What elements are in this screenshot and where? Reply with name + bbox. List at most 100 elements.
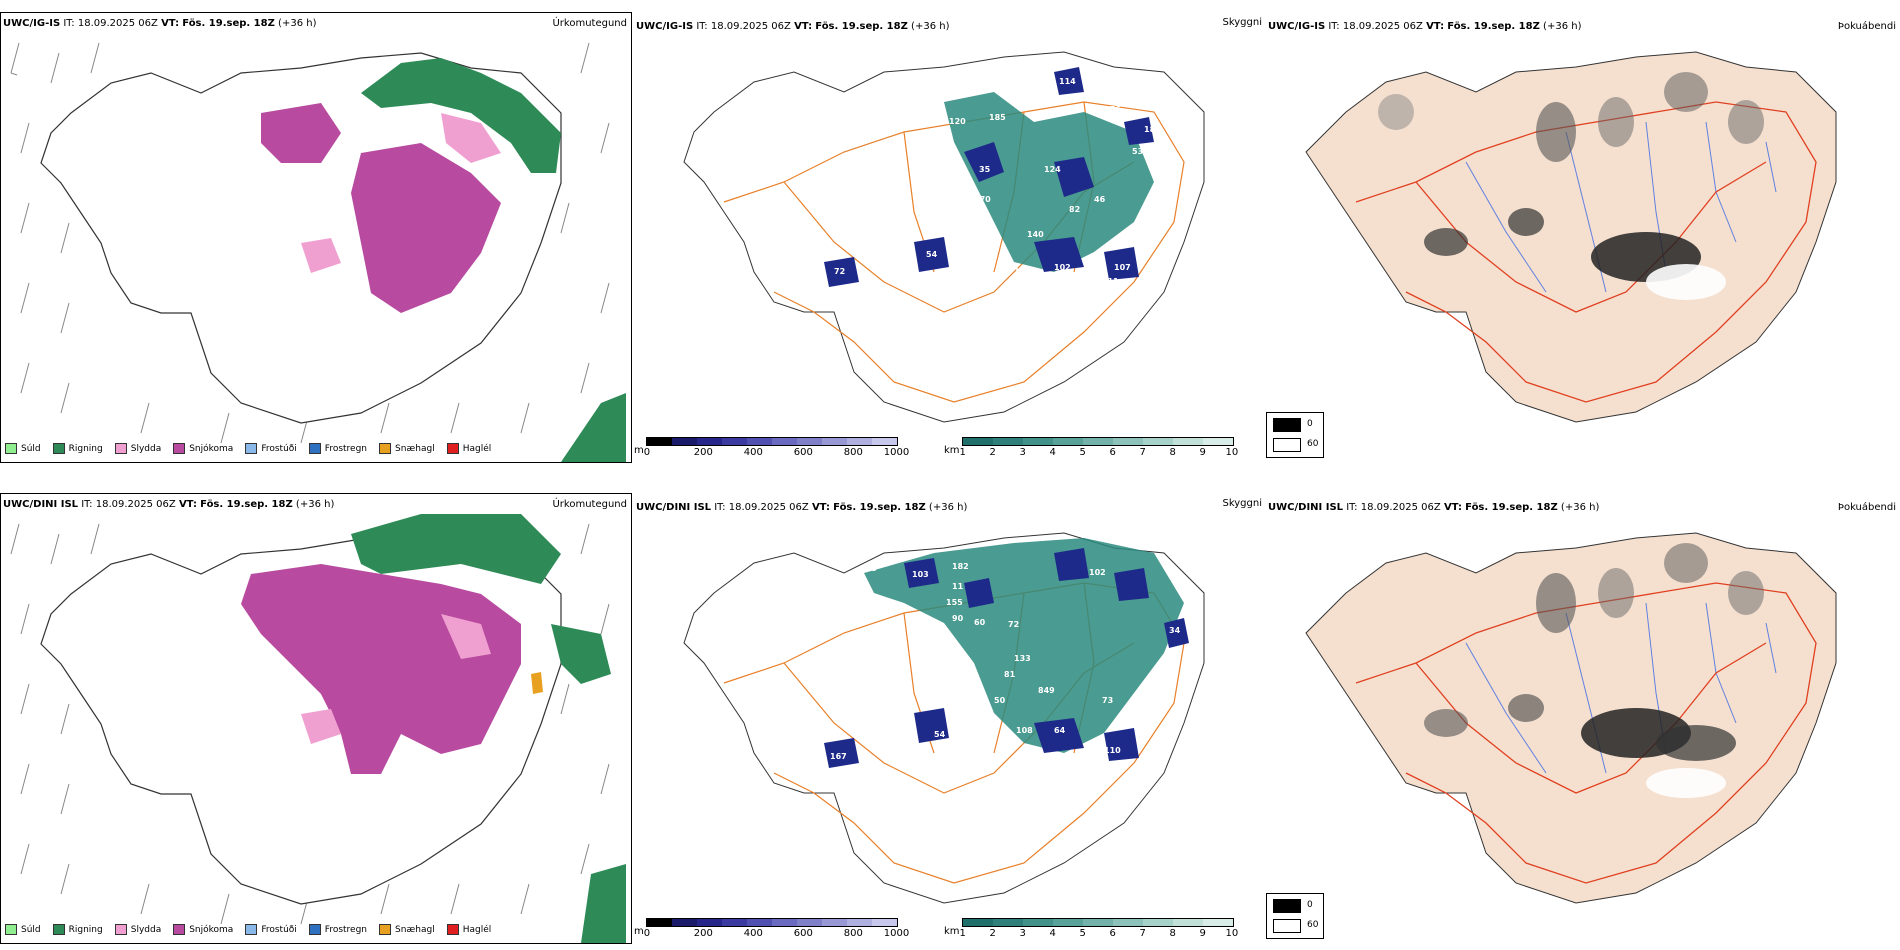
marker: 62 [866, 614, 877, 623]
legend-item: Rigning [52, 443, 103, 454]
marker: 110 [1104, 746, 1121, 755]
precip-map [10, 514, 626, 943]
marker: 34 [1169, 626, 1181, 635]
visibility-area [864, 538, 1184, 753]
rain-area-offshore [561, 393, 626, 462]
iceland-land [1305, 532, 1837, 904]
marker: 433 [1144, 706, 1161, 715]
marker: 111 [1102, 277, 1119, 286]
colorbar-cells [645, 918, 898, 927]
colorbar-unit: m [634, 445, 644, 456]
marker: 103 [912, 570, 929, 579]
marker: 102 [1054, 263, 1071, 272]
fog-title: Þokuábendi [1837, 502, 1896, 513]
fog-swatch-light [1273, 438, 1301, 452]
marker: 150 [1082, 754, 1099, 763]
panel-title: UWC/IG-IS IT: 18.09.2025 06Z VT: Fös. 19… [3, 18, 317, 29]
marker: 185 [989, 113, 1006, 122]
colorbar-tick: 1000 [883, 928, 910, 939]
fog-map [1305, 51, 1837, 423]
cloud-panel-row2: UWC/DINI ISL IT: 18.09.2025 06Z VT: Fös.… [634, 493, 1324, 944]
precip-panel-row2: UWC/DINI ISL IT: 18.09.2025 06Z VT: Fös.… [0, 493, 632, 944]
colorbar-cells [961, 918, 1234, 927]
marker: 133 [1014, 654, 1031, 663]
cloud-base-markers: 114 360 276 187 120 185 81 53 15 35 124 … [834, 77, 1166, 286]
marker: 63 [999, 257, 1010, 266]
marker: 64 [1054, 726, 1066, 735]
marker: 15 [934, 153, 946, 162]
marker: 182 [952, 562, 969, 571]
marker: 35 [979, 165, 991, 174]
snow-area [261, 103, 501, 313]
precip-panel-row1: UWC/IG-IS IT: 18.09.2025 06Z VT: Fös. 19… [0, 12, 632, 463]
precip-type-title: Úrkomutegund [552, 499, 627, 510]
legend-item: Snæhagl [379, 443, 435, 454]
marker: 570 [974, 195, 991, 204]
fog-legend-value: 60 [1307, 920, 1319, 930]
visibility-colorbar: km 1 2 3 4 5 6 7 8 9 10 [944, 918, 1238, 939]
fog-legend-box: 0 60 [1266, 893, 1324, 939]
colorbar-tick: 1 [959, 928, 966, 939]
road-network [1355, 582, 1817, 884]
sleet-area [301, 614, 491, 744]
marker: 73 [1102, 696, 1113, 705]
legend-item: Snjókoma [173, 924, 233, 935]
legend-item: Frostregn [308, 443, 367, 454]
colorbar-unit: m [634, 926, 644, 937]
colorbar-tick: 3 [1019, 447, 1026, 458]
marker: 124 [1044, 165, 1061, 174]
colorbar-tick: 10 [1225, 928, 1239, 939]
panel-title: UWC/DINI ISL IT: 18.09.2025 06Z VT: Fös.… [3, 499, 335, 510]
rain-area [351, 514, 611, 684]
iceland-land [1305, 51, 1837, 423]
colorbar-tick: 0 [643, 928, 651, 939]
marker: 72 [834, 267, 845, 276]
colorbar-tick: 600 [793, 928, 813, 939]
fog-map [1305, 532, 1837, 904]
colorbar-tick: 5 [1079, 447, 1086, 458]
marker: 120 [949, 117, 966, 126]
legend-item: Súld [5, 443, 41, 454]
legend-item: Slydda [114, 443, 161, 454]
colorbar-tick: 7 [1139, 447, 1146, 458]
marker: 167 [830, 752, 847, 761]
snow-pellet-area [531, 672, 543, 694]
marker: 46 [1094, 195, 1106, 204]
colorbar-tick: 1 [959, 447, 966, 458]
rain-area [361, 58, 561, 173]
fog-swatch-light [1273, 919, 1301, 933]
legend-item: Haglél [446, 443, 491, 454]
colorbar-tick: 800 [843, 447, 863, 458]
cloud-map: 114 360 276 187 120 185 81 53 15 35 124 … [683, 51, 1205, 423]
colorbar-tick: 8 [1169, 928, 1176, 939]
marker: 50 [994, 696, 1006, 705]
marker: 54 [926, 250, 938, 259]
colorbar-tick: 400 [743, 928, 763, 939]
cloud-base-markers: 103 182 99 11 155 90 60 72 133 81 102 34… [830, 562, 1181, 763]
marker: 187 [1144, 125, 1161, 134]
marker: 81 [1004, 670, 1016, 679]
marker: 96 [1149, 195, 1161, 204]
marker: 360 [1089, 85, 1106, 94]
marker: 81 [1154, 155, 1166, 164]
visibility-area [944, 92, 1154, 272]
colorbar-tick: 5 [1079, 928, 1086, 939]
marker: 276 [1104, 105, 1121, 114]
legend-item: Snjókoma [173, 443, 233, 454]
colorbar-tick: 6 [1109, 928, 1116, 939]
colorbar-tick: 800 [843, 928, 863, 939]
colorbar-tick: 8 [1169, 447, 1176, 458]
colorbar-tick: 200 [693, 928, 713, 939]
visibility-colorbar: km 1 2 3 4 5 6 7 8 9 10 [944, 437, 1238, 458]
precip-type-title: Úrkomutegund [552, 18, 627, 29]
colorbar-tick: 3 [1019, 928, 1026, 939]
marker: 33 [849, 245, 860, 254]
colorbar-tick: 10 [1225, 447, 1239, 458]
colorbar-unit: km [944, 445, 960, 456]
cloud-map: 103 182 99 11 155 90 60 72 133 81 102 34… [683, 532, 1205, 904]
cloud-title: Skyggni [1222, 498, 1262, 509]
fog-shading [1378, 72, 1764, 300]
colorbar-tick: 4 [1049, 447, 1056, 458]
marker: 44 [934, 644, 946, 653]
marker: 114 [1059, 77, 1076, 86]
